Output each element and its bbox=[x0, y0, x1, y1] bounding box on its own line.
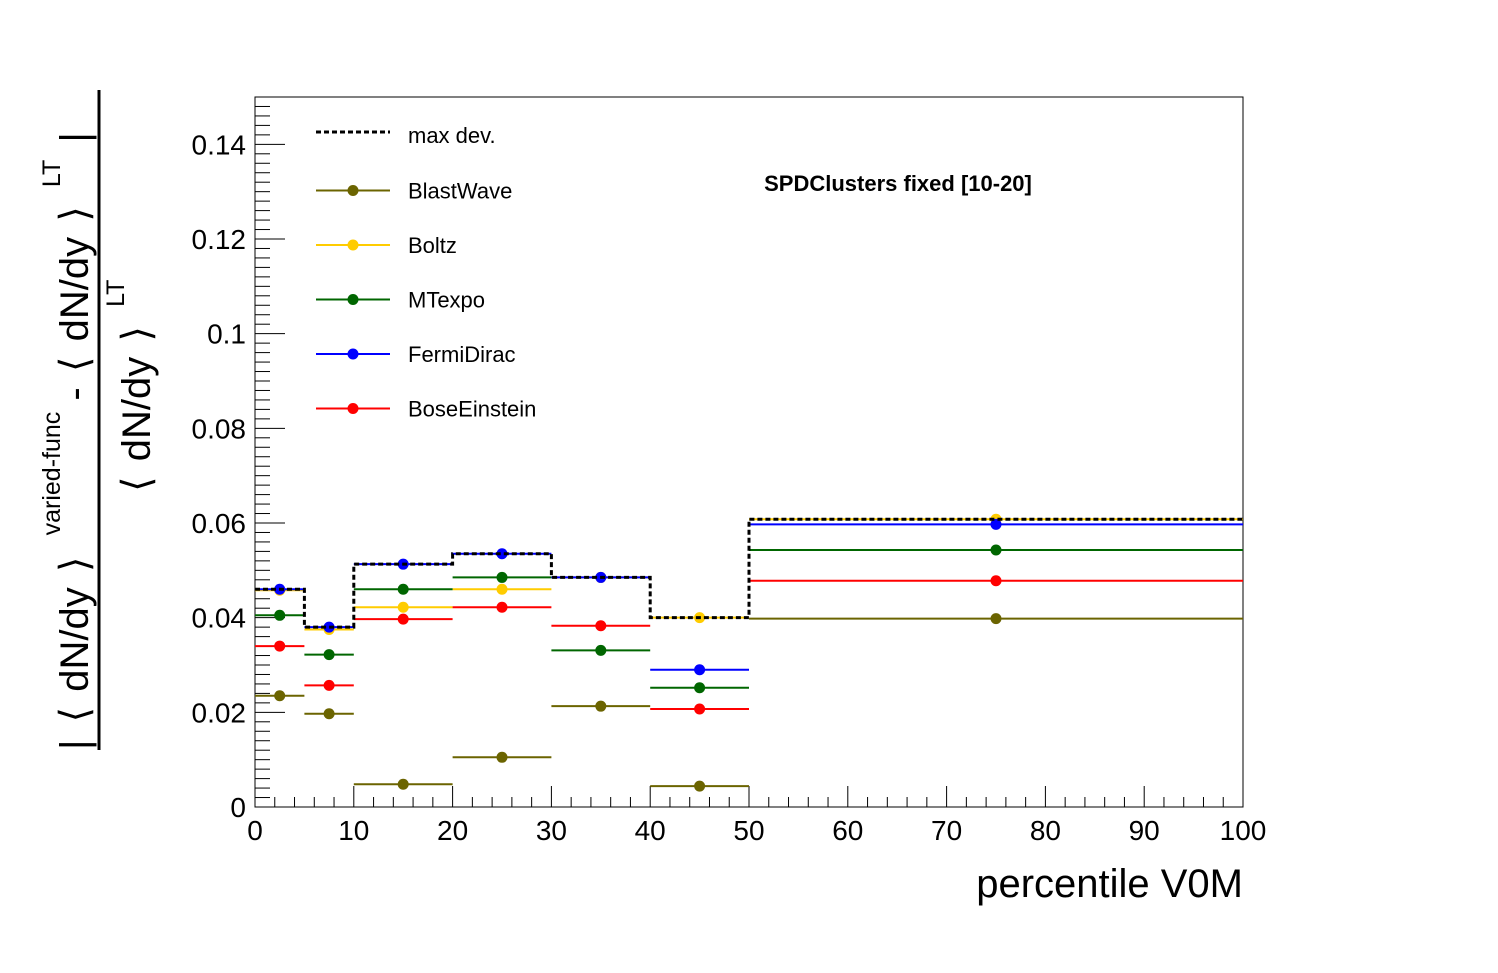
y-tick-label: 0.1 bbox=[207, 319, 246, 350]
y-label-minus: - bbox=[53, 376, 97, 400]
axis-ticks bbox=[254, 96, 1244, 808]
chart-title: SPDClusters fixed [10-20] bbox=[764, 171, 1032, 196]
legend-swatch-marker bbox=[347, 239, 359, 251]
data-point bbox=[323, 679, 335, 691]
series-mtexpo bbox=[255, 544, 1243, 694]
data-point bbox=[595, 620, 607, 632]
y-label-bracket: ⟩ bbox=[115, 326, 159, 342]
x-tick-label: 30 bbox=[536, 815, 567, 846]
data-point bbox=[496, 571, 508, 583]
legend-label: BoseEinstein bbox=[408, 397, 536, 422]
x-tick-label: 90 bbox=[1129, 815, 1160, 846]
series-boseeinstein bbox=[255, 575, 1243, 715]
x-tick-label: 50 bbox=[733, 815, 764, 846]
y-tick-label: 0.06 bbox=[192, 508, 247, 539]
data-point bbox=[496, 548, 508, 560]
y-label-superscript-varied: varied-func bbox=[38, 412, 66, 536]
y-label-superscript-lt: LT bbox=[38, 160, 66, 187]
legend-swatch-marker bbox=[347, 185, 359, 196]
data-point bbox=[397, 601, 409, 613]
y-label-bracket: ⟩ bbox=[53, 557, 97, 573]
y-label-bracket: ⟨ bbox=[53, 357, 97, 373]
data-point bbox=[274, 690, 286, 702]
y-label-bracket: ⟨ bbox=[115, 476, 159, 492]
x-axis-label: percentile V0M bbox=[976, 862, 1243, 906]
x-tick-label: 20 bbox=[437, 815, 468, 846]
data-point bbox=[990, 613, 1002, 625]
legend-swatch-marker bbox=[347, 403, 359, 414]
y-label-denominator: ⟨ dN/dy ⟩ LT bbox=[102, 280, 159, 492]
y-tick-label: 0.12 bbox=[192, 224, 247, 255]
y-label-bracket: ⟨ bbox=[53, 707, 97, 723]
data-point bbox=[694, 780, 706, 792]
data-point bbox=[323, 649, 335, 661]
legend-label: Boltz bbox=[408, 233, 457, 258]
legend-swatch-marker bbox=[347, 294, 359, 305]
data-point bbox=[397, 613, 409, 625]
data-point bbox=[496, 751, 508, 763]
data-point bbox=[323, 621, 335, 633]
x-tick-label: 80 bbox=[1030, 815, 1061, 846]
data-point bbox=[990, 575, 1002, 587]
data-point bbox=[694, 664, 706, 676]
data-marks bbox=[255, 513, 1243, 792]
data-point bbox=[694, 703, 706, 715]
x-tick-label: 60 bbox=[832, 815, 863, 846]
y-label-dndy: dN/dy bbox=[53, 587, 97, 692]
data-point bbox=[990, 544, 1002, 556]
y-label-bar-left: | bbox=[53, 740, 97, 750]
y-tick-label: 0.02 bbox=[192, 697, 247, 728]
y-label-numerator: | ⟨ dN/dy ⟩ varied-func - ⟨ dN/dy ⟩ LT | bbox=[25, 132, 97, 750]
y-tick-label: 0 bbox=[230, 792, 246, 823]
y-label-dndy: dN/dy bbox=[53, 237, 97, 342]
x-tick-label: 100 bbox=[1220, 815, 1267, 846]
legend-label: MTexpo bbox=[408, 288, 485, 313]
data-point bbox=[990, 518, 1002, 530]
data-point bbox=[496, 583, 508, 595]
data-point bbox=[397, 778, 409, 790]
legend-label-max-dev: max dev. bbox=[408, 123, 496, 148]
data-point bbox=[694, 682, 706, 694]
y-axis-label: | ⟨ dN/dy ⟩ varied-func - ⟨ dN/dy ⟩ LT |… bbox=[25, 90, 159, 750]
x-tick-label: 70 bbox=[931, 815, 962, 846]
data-point bbox=[397, 583, 409, 595]
y-tick-label: 0.14 bbox=[192, 129, 247, 160]
data-point bbox=[274, 640, 286, 652]
data-point bbox=[323, 708, 335, 720]
data-point bbox=[595, 700, 607, 712]
legend-swatch-marker bbox=[347, 348, 359, 360]
legend: max dev. BlastWave Boltz MTexpo FermiDirac Bo… bbox=[316, 123, 536, 422]
legend-label: FermiDirac bbox=[408, 342, 516, 367]
y-label-bracket: ⟩ bbox=[53, 206, 97, 222]
data-point bbox=[595, 644, 607, 656]
series-blastwave bbox=[255, 613, 1243, 792]
tick-labels: 0 10 20 30 40 50 60 70 80 90 100 0 0.02 0.04 0.06 0.08 0… bbox=[192, 129, 1267, 846]
x-tick-label: 10 bbox=[338, 815, 369, 846]
y-label-bar-right: | bbox=[53, 132, 97, 142]
y-label-dndy: dN/dy bbox=[115, 357, 159, 462]
x-tick-label: 40 bbox=[635, 815, 666, 846]
x-tick-label: 0 bbox=[247, 815, 263, 846]
y-tick-label: 0.04 bbox=[192, 603, 247, 634]
max-dev-step-line bbox=[255, 517, 1243, 629]
y-tick-label: 0.08 bbox=[192, 413, 247, 444]
y-label-superscript-lt: LT bbox=[102, 280, 130, 307]
data-point bbox=[274, 609, 286, 621]
data-point bbox=[496, 601, 508, 613]
legend-label: BlastWave bbox=[408, 179, 512, 204]
